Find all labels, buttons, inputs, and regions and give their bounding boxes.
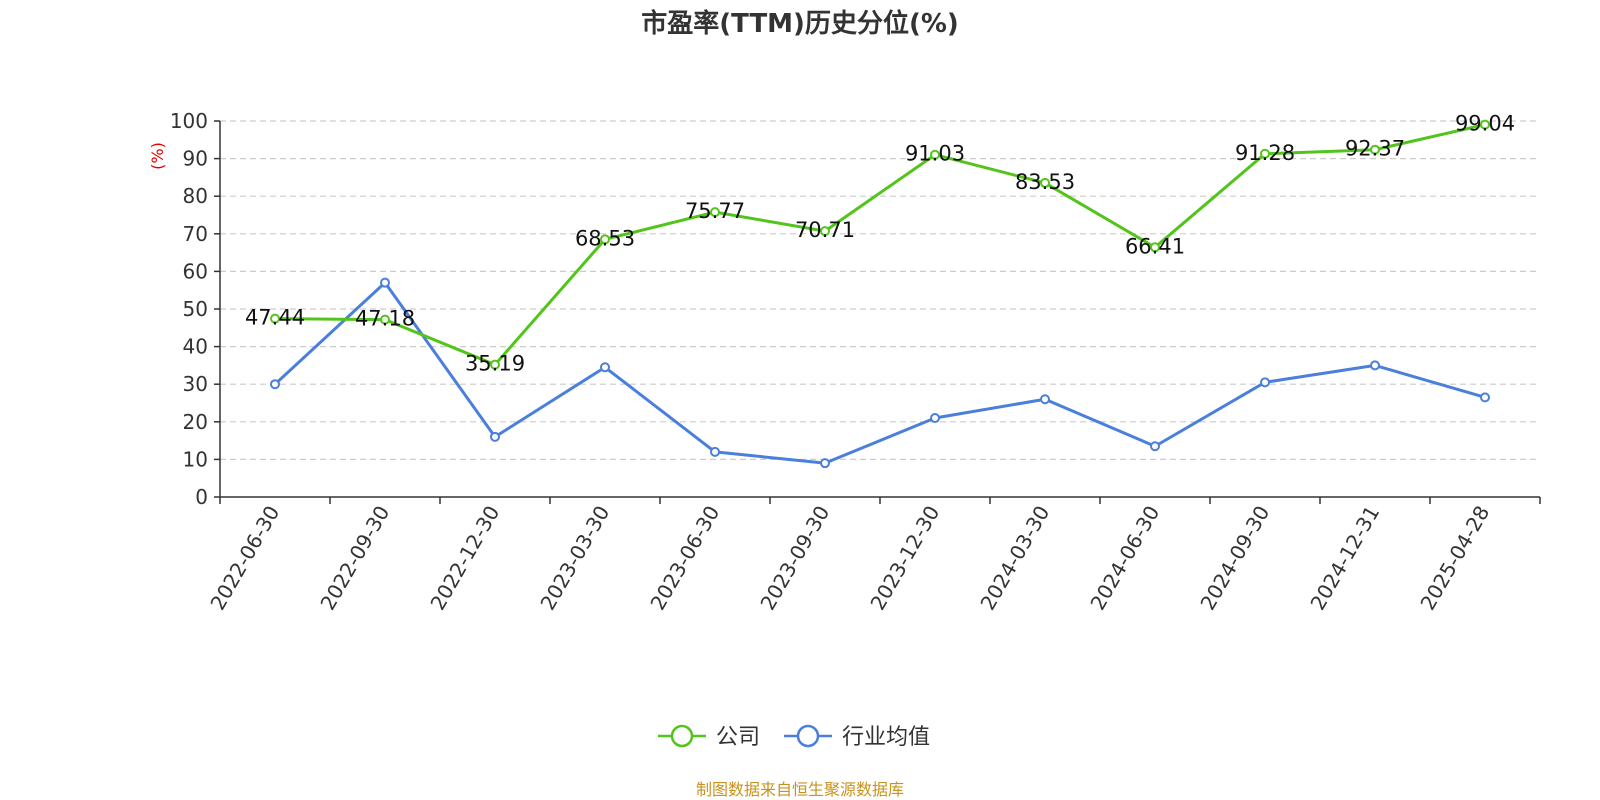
grid-lines bbox=[220, 120, 1540, 460]
data-point bbox=[270, 313, 280, 324]
data-point bbox=[600, 362, 610, 373]
y-tick-label: 100 bbox=[170, 109, 208, 133]
x-tick-label: 2024-12-31 bbox=[1305, 502, 1384, 615]
data-label: 75.77 bbox=[685, 199, 745, 223]
x-tick-label: 2025-04-28 bbox=[1415, 502, 1494, 615]
x-tick-label: 2022-06-30 bbox=[205, 502, 284, 615]
data-label: 68.53 bbox=[575, 226, 635, 250]
legend-marker bbox=[796, 724, 820, 748]
x-tick-label: 2023-09-30 bbox=[755, 502, 834, 615]
data-point bbox=[380, 277, 390, 288]
data-point bbox=[820, 226, 830, 237]
x-tick-label: 2023-03-30 bbox=[535, 502, 614, 615]
x-tick-label: 2022-12-30 bbox=[425, 502, 504, 615]
data-point bbox=[1040, 177, 1050, 188]
data-point bbox=[600, 234, 610, 245]
x-axis: 2022-06-30 2022-09-30 2022-12-30 2023-03-30… bbox=[205, 121, 1541, 615]
y-tick-label: 30 bbox=[183, 372, 208, 396]
x-tick-label: 2022-09-30 bbox=[315, 502, 394, 615]
data-label: 91.03 bbox=[905, 142, 965, 166]
legend: 公司 行业均值 bbox=[658, 724, 930, 750]
data-point bbox=[820, 458, 830, 469]
data-point bbox=[1150, 242, 1160, 253]
data-label: 47.18 bbox=[355, 307, 415, 331]
y-axis-ticks: 0 10 20 30 40 50 60 70 80 90 100 bbox=[170, 109, 220, 509]
data-point bbox=[1370, 144, 1380, 155]
data-point bbox=[490, 431, 500, 442]
data-label: 92.37 bbox=[1345, 137, 1405, 161]
data-label: 66.41 bbox=[1125, 234, 1185, 258]
legend-label: 行业均值 bbox=[842, 725, 930, 750]
y-tick-label: 80 bbox=[183, 184, 208, 208]
data-point bbox=[710, 207, 720, 218]
data-point bbox=[1260, 148, 1270, 159]
data-label: 83.53 bbox=[1015, 170, 1075, 194]
data-point bbox=[1370, 360, 1380, 371]
data-point bbox=[1480, 392, 1490, 403]
series-line bbox=[273, 281, 1486, 465]
y-tick-label: 20 bbox=[183, 410, 208, 434]
y-tick-label: 90 bbox=[183, 147, 208, 171]
data-labels: 47.44 47.18 35.19 68.53 75.77 70.71 91.03 83.53… bbox=[245, 112, 1515, 376]
x-tick-label: 2024-06-30 bbox=[1085, 502, 1164, 615]
data-label: 91.28 bbox=[1235, 141, 1295, 165]
series-layer bbox=[270, 119, 1490, 469]
data-point bbox=[270, 379, 280, 390]
data-point bbox=[1260, 377, 1270, 388]
chart-title: 市盈率(TTM)历史分位(%) bbox=[641, 8, 959, 39]
data-point bbox=[1150, 441, 1160, 452]
y-tick-label: 0 bbox=[195, 485, 208, 509]
x-tick-label: 2024-09-30 bbox=[1195, 502, 1274, 615]
data-point bbox=[1040, 394, 1050, 405]
y-tick-label: 60 bbox=[183, 259, 208, 283]
data-point bbox=[490, 359, 500, 370]
x-tick-label: 2023-06-30 bbox=[645, 502, 724, 615]
data-label: 35.19 bbox=[465, 352, 525, 376]
source-note: 制图数据来自恒生聚源数据库 bbox=[696, 780, 904, 799]
legend-label: 公司 bbox=[716, 725, 760, 750]
data-label: 70.71 bbox=[795, 218, 855, 242]
y-axis-label: (%) bbox=[148, 142, 167, 170]
y-tick-label: 70 bbox=[183, 222, 208, 246]
data-label: 99.04 bbox=[1455, 112, 1515, 136]
legend-marker bbox=[670, 724, 694, 748]
y-tick-label: 50 bbox=[183, 297, 208, 321]
series-line bbox=[274, 123, 1486, 367]
data-point bbox=[930, 149, 940, 160]
data-point bbox=[710, 446, 720, 457]
y-tick-label: 40 bbox=[183, 335, 208, 359]
data-point bbox=[930, 413, 940, 424]
data-point bbox=[380, 314, 390, 325]
data-point bbox=[1480, 119, 1490, 130]
y-tick-label: 10 bbox=[183, 447, 208, 471]
x-tick-label: 2024-03-30 bbox=[975, 502, 1054, 615]
x-tick-label: 2023-12-30 bbox=[865, 502, 944, 615]
data-label: 47.44 bbox=[245, 306, 305, 330]
